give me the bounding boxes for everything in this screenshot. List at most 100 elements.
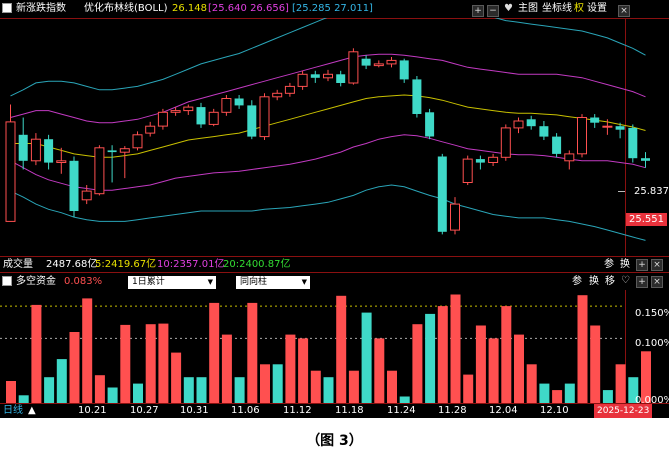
triangle-up-icon[interactable]: ▲: [28, 405, 36, 416]
candle-body: [564, 153, 575, 162]
fund-flow-bar: [602, 390, 613, 403]
price-chart[interactable]: [0, 18, 669, 256]
fund-flow-bar: [450, 294, 461, 403]
sub-title: 多空资金: [16, 276, 56, 287]
close-icon[interactable]: ×: [651, 276, 663, 288]
candle-body: [18, 134, 28, 161]
fund-flow-bar: [615, 364, 626, 403]
indicator-name[interactable]: 优化布林线(BOLL): [84, 3, 168, 14]
indicator-range-2: [25.285 27.011]: [292, 3, 373, 14]
fund-flow-bar: [234, 377, 245, 403]
fund-flow-bar: [44, 377, 55, 403]
coordinate-button[interactable]: 坐标线: [542, 3, 572, 14]
candle-body: [234, 98, 244, 106]
fund-flow-bar: [298, 338, 309, 403]
boll-lower-line: [10, 184, 646, 241]
fund-flow-bar: [526, 364, 537, 403]
candle-body: [500, 127, 511, 158]
x-axis: 日线 ▲ 10.21 10.27 10.31 11.06 11.12 11.18 11.24…: [0, 404, 669, 418]
candle-body: [488, 156, 499, 164]
x-date-label: 10.27: [130, 405, 159, 416]
rights-button[interactable]: 权: [574, 3, 584, 14]
favorite-heart-icon[interactable]: ♡: [621, 275, 630, 286]
accumulate-select-value: 1日累计: [132, 277, 165, 287]
candle-body: [170, 110, 181, 113]
last-price-badge: 25.551: [626, 213, 667, 226]
zoom-out-icon[interactable]: −: [487, 5, 499, 17]
candle-body: [399, 60, 409, 80]
candle-body: [183, 106, 194, 112]
bar-mode-select[interactable]: 同向柱 ▼: [236, 276, 310, 289]
close-icon[interactable]: ×: [651, 259, 663, 271]
sub-y-label-3: 0.000%: [635, 395, 669, 406]
candle-body: [119, 148, 130, 153]
period-label[interactable]: 日线: [3, 405, 23, 416]
candle-body: [247, 105, 257, 137]
zoom-in-icon[interactable]: +: [472, 5, 484, 17]
candle-body: [132, 134, 143, 149]
candle-body: [386, 59, 397, 65]
chevron-down-icon: ▼: [301, 278, 307, 286]
fund-flow-bar: [209, 302, 220, 403]
fund-flow-bar: [361, 312, 372, 403]
sub-param-button[interactable]: 参: [572, 276, 582, 287]
collapse-icon[interactable]: [2, 276, 12, 286]
chart-window: 新涨跌指数 优化布林线(BOLL) 26.148 [25.640 26.656]…: [0, 0, 669, 418]
candle-body: [5, 121, 16, 222]
fund-flow-bar: [475, 325, 486, 403]
fund-flow-bar: [514, 334, 524, 403]
volume-switch-button[interactable]: 换: [620, 259, 630, 270]
zoom-in-icon[interactable]: +: [636, 259, 648, 271]
candle-body: [526, 119, 536, 127]
candle-body: [513, 120, 524, 129]
boll-inner-upper-line: [10, 53, 646, 124]
favorite-heart-icon[interactable]: ♥: [504, 3, 513, 14]
fund-flow-bar: [247, 302, 258, 403]
fund-flow-bar: [348, 370, 359, 403]
close-icon[interactable]: ×: [618, 5, 630, 17]
candle-body: [145, 125, 156, 134]
fund-flow-bar: [285, 334, 296, 403]
fund-flow-bar: [425, 313, 436, 403]
candle-body: [30, 138, 41, 162]
fund-flow-bar: [158, 323, 169, 403]
fund-flow-bar: [260, 364, 270, 403]
candle-body: [221, 98, 232, 113]
sub-y-label-1: 0.150%: [635, 308, 669, 319]
x-date-label: 11.06: [231, 405, 260, 416]
zoom-in-icon[interactable]: +: [636, 276, 648, 288]
candle-body: [81, 190, 92, 201]
fund-flow-bar: [336, 295, 347, 403]
fund-flow-bar: [120, 324, 131, 403]
x-date-label: 12.04: [489, 405, 518, 416]
fund-flow-chart[interactable]: [0, 290, 669, 404]
sub-move-button[interactable]: 移: [605, 276, 615, 287]
settings-button[interactable]: 设置: [587, 3, 607, 14]
fund-flow-bar: [82, 298, 93, 403]
fund-flow-bar: [310, 370, 321, 403]
fund-flow-bar: [133, 383, 143, 403]
candle-body: [539, 126, 549, 137]
collapse-icon[interactable]: [2, 3, 12, 13]
figure-caption: （图 3）: [306, 433, 363, 449]
fund-flow-bar: [196, 377, 207, 403]
fund-flow-bar: [564, 383, 575, 403]
candle-body: [577, 117, 587, 155]
volume-ma20: 20:2400.87亿: [223, 259, 291, 270]
volume-param-button[interactable]: 参: [604, 259, 614, 270]
chevron-down-icon: ▼: [207, 278, 213, 286]
boll-mid-line: [10, 94, 646, 158]
fund-flow-bar: [183, 377, 194, 403]
candle-body: [69, 160, 79, 211]
accumulate-select[interactable]: 1日累计 ▼: [128, 276, 216, 289]
candle-body: [450, 203, 460, 231]
volume-ma5: 5:2419.67亿: [95, 259, 157, 270]
candle-body: [361, 58, 371, 66]
sub-switch-button[interactable]: 换: [589, 276, 599, 287]
fund-flow-bar: [590, 325, 601, 403]
sub-value: 0.083%: [64, 276, 103, 287]
fund-flow-bar: [463, 374, 474, 403]
main-chart-button[interactable]: 主图: [518, 3, 538, 14]
x-date-label: 11.12: [283, 405, 312, 416]
candle-body: [336, 74, 346, 83]
